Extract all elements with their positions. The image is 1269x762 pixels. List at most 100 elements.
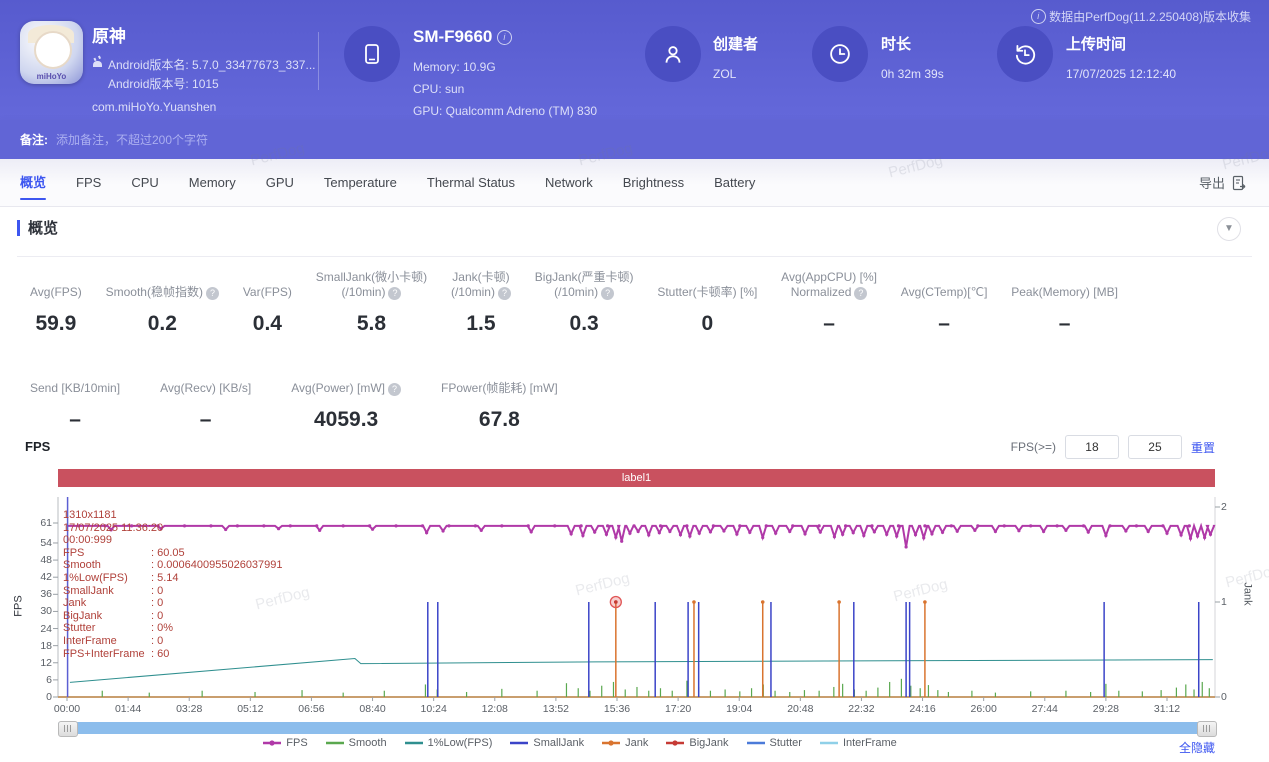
y-left-tick: 36 — [40, 588, 52, 601]
legend-item-FPS[interactable]: FPS — [263, 737, 308, 749]
y-right-axis-label: Jank — [1241, 582, 1254, 606]
app-icon-art — [34, 31, 72, 69]
overview-title-row: 概览 — [17, 217, 58, 238]
android-icon — [92, 58, 103, 69]
remark-bar[interactable]: 备注: 添加备注，不超过200个字符 — [0, 120, 1269, 159]
collect-note: i 数据由PerfDog(11.2.250408)版本收集 — [1030, 8, 1251, 25]
metric: Stutter(卡顿率) [%] 0 — [657, 285, 758, 335]
help-icon[interactable]: ? — [854, 287, 868, 300]
metric-value: – — [199, 408, 212, 431]
divider — [17, 256, 1252, 257]
chart-scrollbar-track[interactable] — [58, 722, 1215, 734]
x-tick: 05:12 — [237, 703, 264, 715]
y-right-tick: 2 — [1221, 501, 1227, 513]
upload-label: 上传时间 — [1066, 36, 1127, 53]
help-icon[interactable]: ? — [497, 287, 511, 300]
app-version-code: Android版本号: 1015 — [108, 77, 219, 91]
device-cpu: CPU: sun — [413, 82, 465, 96]
fps-section-title: FPS — [25, 439, 51, 454]
fps-threshold-input-2[interactable] — [1127, 435, 1182, 459]
duration-label: 时长 — [881, 36, 912, 53]
metric: Peak(Memory) [MB] – — [1011, 285, 1118, 335]
fps-chart[interactable] — [0, 460, 1269, 710]
legend-item-BigJank[interactable]: BigJank — [666, 737, 729, 749]
legend-item-InterFrame[interactable]: InterFrame — [819, 737, 897, 749]
x-tick: 13:52 — [542, 703, 570, 715]
divider — [318, 32, 319, 90]
device-model: SM-F9660 — [413, 27, 493, 46]
tab-Memory[interactable]: Memory — [188, 175, 236, 190]
upload-value: 17/07/2025 12:12:40 — [1066, 67, 1177, 81]
metric: Avg(Recv) [KB/s] – — [160, 381, 252, 431]
tab-概览[interactable]: 概览 — [20, 159, 47, 206]
upload-icon-circle — [997, 26, 1053, 82]
metric-value: – — [823, 312, 835, 335]
app-icon-text: miHoYo — [36, 72, 67, 81]
x-tick: 27:44 — [1031, 703, 1058, 715]
x-tick: 22:32 — [848, 703, 875, 715]
x-tick: 15:36 — [603, 703, 631, 715]
help-icon[interactable]: ? — [388, 287, 402, 300]
device-memory: Memory: 10.9G — [413, 60, 496, 74]
device-info-icon[interactable]: i — [496, 30, 512, 45]
hide-all-link[interactable]: 全隐藏 — [1178, 741, 1215, 755]
tab-Network[interactable]: Network — [545, 175, 593, 190]
x-tick: 00:00 — [53, 703, 81, 715]
y-left-tick: 54 — [40, 536, 52, 549]
x-tick: 08:40 — [359, 703, 386, 715]
scrollbar-handle-left[interactable] — [58, 721, 78, 737]
tab-Brightness[interactable]: Brightness — [622, 175, 685, 190]
x-tick: 31:12 — [1153, 703, 1181, 715]
help-icon[interactable]: ? — [388, 383, 401, 396]
legend-item-SmallJank[interactable]: SmallJank — [510, 737, 585, 749]
metric-value: – — [938, 312, 950, 335]
legend-item-Jank[interactable]: Jank — [602, 737, 648, 749]
device-icon-circle — [344, 26, 400, 82]
fps-threshold-input-1[interactable] — [1064, 435, 1119, 459]
reset-link[interactable]: 重置 — [1190, 440, 1215, 455]
duration-value: 0h 32m 39s — [881, 67, 944, 81]
tab-items: 概览 FPS CPU Memory GPU Temperature Thermal Stat… — [20, 159, 755, 206]
x-tick: 06:56 — [298, 703, 325, 715]
tab-Temperature[interactable]: Temperature — [323, 175, 397, 190]
creator-icon-circle — [645, 26, 701, 82]
metric-value: 0.4 — [252, 312, 282, 335]
remark-placeholder[interactable]: 添加备注，不超过200个字符 — [56, 133, 209, 147]
legend-item-Smooth[interactable]: Smooth — [325, 737, 387, 749]
y-left-tick: 24 — [40, 622, 52, 635]
tab-Thermal Status[interactable]: Thermal Status — [426, 175, 516, 190]
x-tick: 24:16 — [909, 703, 936, 715]
creator-label: 创建者 — [713, 36, 759, 53]
scrollbar-handle-right[interactable] — [1197, 721, 1217, 737]
x-tick: 01:44 — [114, 703, 142, 715]
chart-tooltip: 1310x1181 17/07/2025 11:36:20 00:00:999 … — [63, 509, 283, 660]
legend-item-Stutter[interactable]: Stutter — [746, 737, 802, 749]
help-icon[interactable]: ? — [601, 287, 615, 300]
x-tick: 26:00 — [970, 703, 997, 715]
section-accent-bar — [17, 219, 20, 236]
y-left-tick: 12 — [40, 656, 52, 669]
tab-Battery[interactable]: Battery — [714, 175, 756, 190]
tab-FPS[interactable]: FPS — [76, 175, 102, 190]
help-icon[interactable]: ? — [205, 287, 219, 300]
metric-value: 1.5 — [466, 312, 496, 335]
export-button[interactable]: 导出 — [1199, 159, 1247, 206]
device-gpu: GPU: Qualcomm Adreno (TM) 830 — [413, 104, 598, 118]
tab-GPU[interactable]: GPU — [265, 175, 294, 190]
metric: Avg(CTemp)[℃] – — [900, 285, 988, 335]
tab-CPU[interactable]: CPU — [131, 175, 159, 190]
chart-legend: FPS Smooth 1%Low(FPS) SmallJank Jank BigJank S… — [0, 737, 1160, 749]
collapse-button[interactable]: ▼ — [1217, 217, 1241, 241]
x-tick: 03:28 — [176, 703, 203, 715]
info-icon: i — [1030, 9, 1046, 24]
metric: Avg(FPS) 59.9 — [30, 285, 82, 335]
export-icon — [1232, 175, 1246, 190]
y-left-tick: 61 — [40, 517, 52, 529]
metric: BigJank(严重卡顿) (/10min)? 0.3 — [534, 270, 634, 335]
metric-value: 4059.3 — [313, 408, 379, 431]
y-left-tick: 42 — [40, 571, 52, 584]
legend-item-1%Low(FPS)[interactable]: 1%Low(FPS) — [404, 737, 493, 749]
x-tick: 17:20 — [664, 703, 692, 715]
metric-value: 67.8 — [478, 408, 520, 431]
